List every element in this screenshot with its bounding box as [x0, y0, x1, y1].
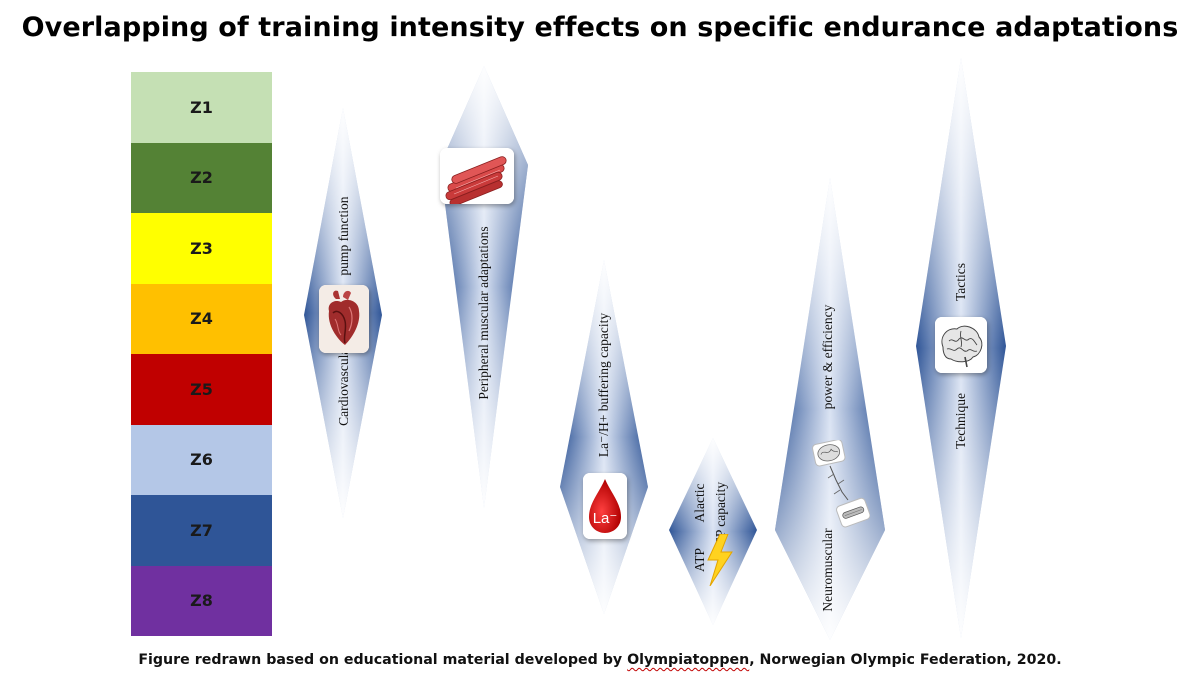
label-pump-function: pump function [336, 196, 351, 276]
label-peripheral: Peripheral muscular adaptations [476, 226, 491, 400]
zone-label: Z2 [190, 168, 213, 188]
label-technique: Technique [953, 392, 968, 450]
zone-label: Z3 [190, 238, 213, 258]
zone-z4: Z4 [131, 283, 272, 354]
diamond-alactic [669, 438, 757, 625]
label-power-efficiency: power & efficiency [820, 304, 835, 410]
heart-icon [319, 285, 369, 353]
label-neuromuscular: Neuromuscular [820, 528, 835, 612]
figure-caption: Figure redrawn based on educational mate… [0, 652, 1200, 668]
zone-label: Z1 [190, 97, 213, 117]
label-tactics: Tactics [953, 262, 968, 302]
page-title: Overlapping of training intensity effect… [21, 12, 1179, 43]
caption-org: Olympiatoppen [627, 652, 750, 668]
label-alactic: Alactic [692, 483, 707, 523]
zone-z8: Z8 [131, 565, 272, 636]
brain-nerve-icon [808, 439, 871, 532]
brain-icon [935, 317, 987, 373]
caption-suffix: , Norwegian Olympic Federation, 2020. [749, 652, 1062, 668]
zone-label: Z7 [190, 520, 213, 540]
zone-z6: Z6 [131, 424, 272, 495]
zone-label: Z6 [190, 450, 213, 470]
zone-z1: Z1 [131, 72, 272, 143]
blood-drop-text: La⁻ [593, 510, 618, 527]
zone-label: Z4 [190, 309, 213, 329]
diamond-neuromuscular [775, 178, 885, 640]
zone-z7: Z7 [131, 495, 272, 566]
intensity-zone-scale: Z1 Z2 Z3 Z4 Z5 Z6 Z7 Z8 [131, 72, 272, 636]
caption-prefix: Figure redrawn based on educational mate… [138, 652, 628, 668]
zone-label: Z5 [190, 379, 213, 399]
zone-z2: Z2 [131, 142, 272, 213]
muscle-fibers-icon [440, 148, 514, 204]
zone-z5: Z5 [131, 354, 272, 425]
blood-drop-icon: La⁻ [583, 473, 627, 539]
zone-z3: Z3 [131, 213, 272, 284]
label-buffering: La⁻/H+ buffering capacity [596, 312, 611, 458]
zone-label: Z8 [190, 591, 213, 611]
label-cardiovascular: Cardiovascular [336, 344, 351, 426]
lightning-icon [704, 533, 734, 587]
